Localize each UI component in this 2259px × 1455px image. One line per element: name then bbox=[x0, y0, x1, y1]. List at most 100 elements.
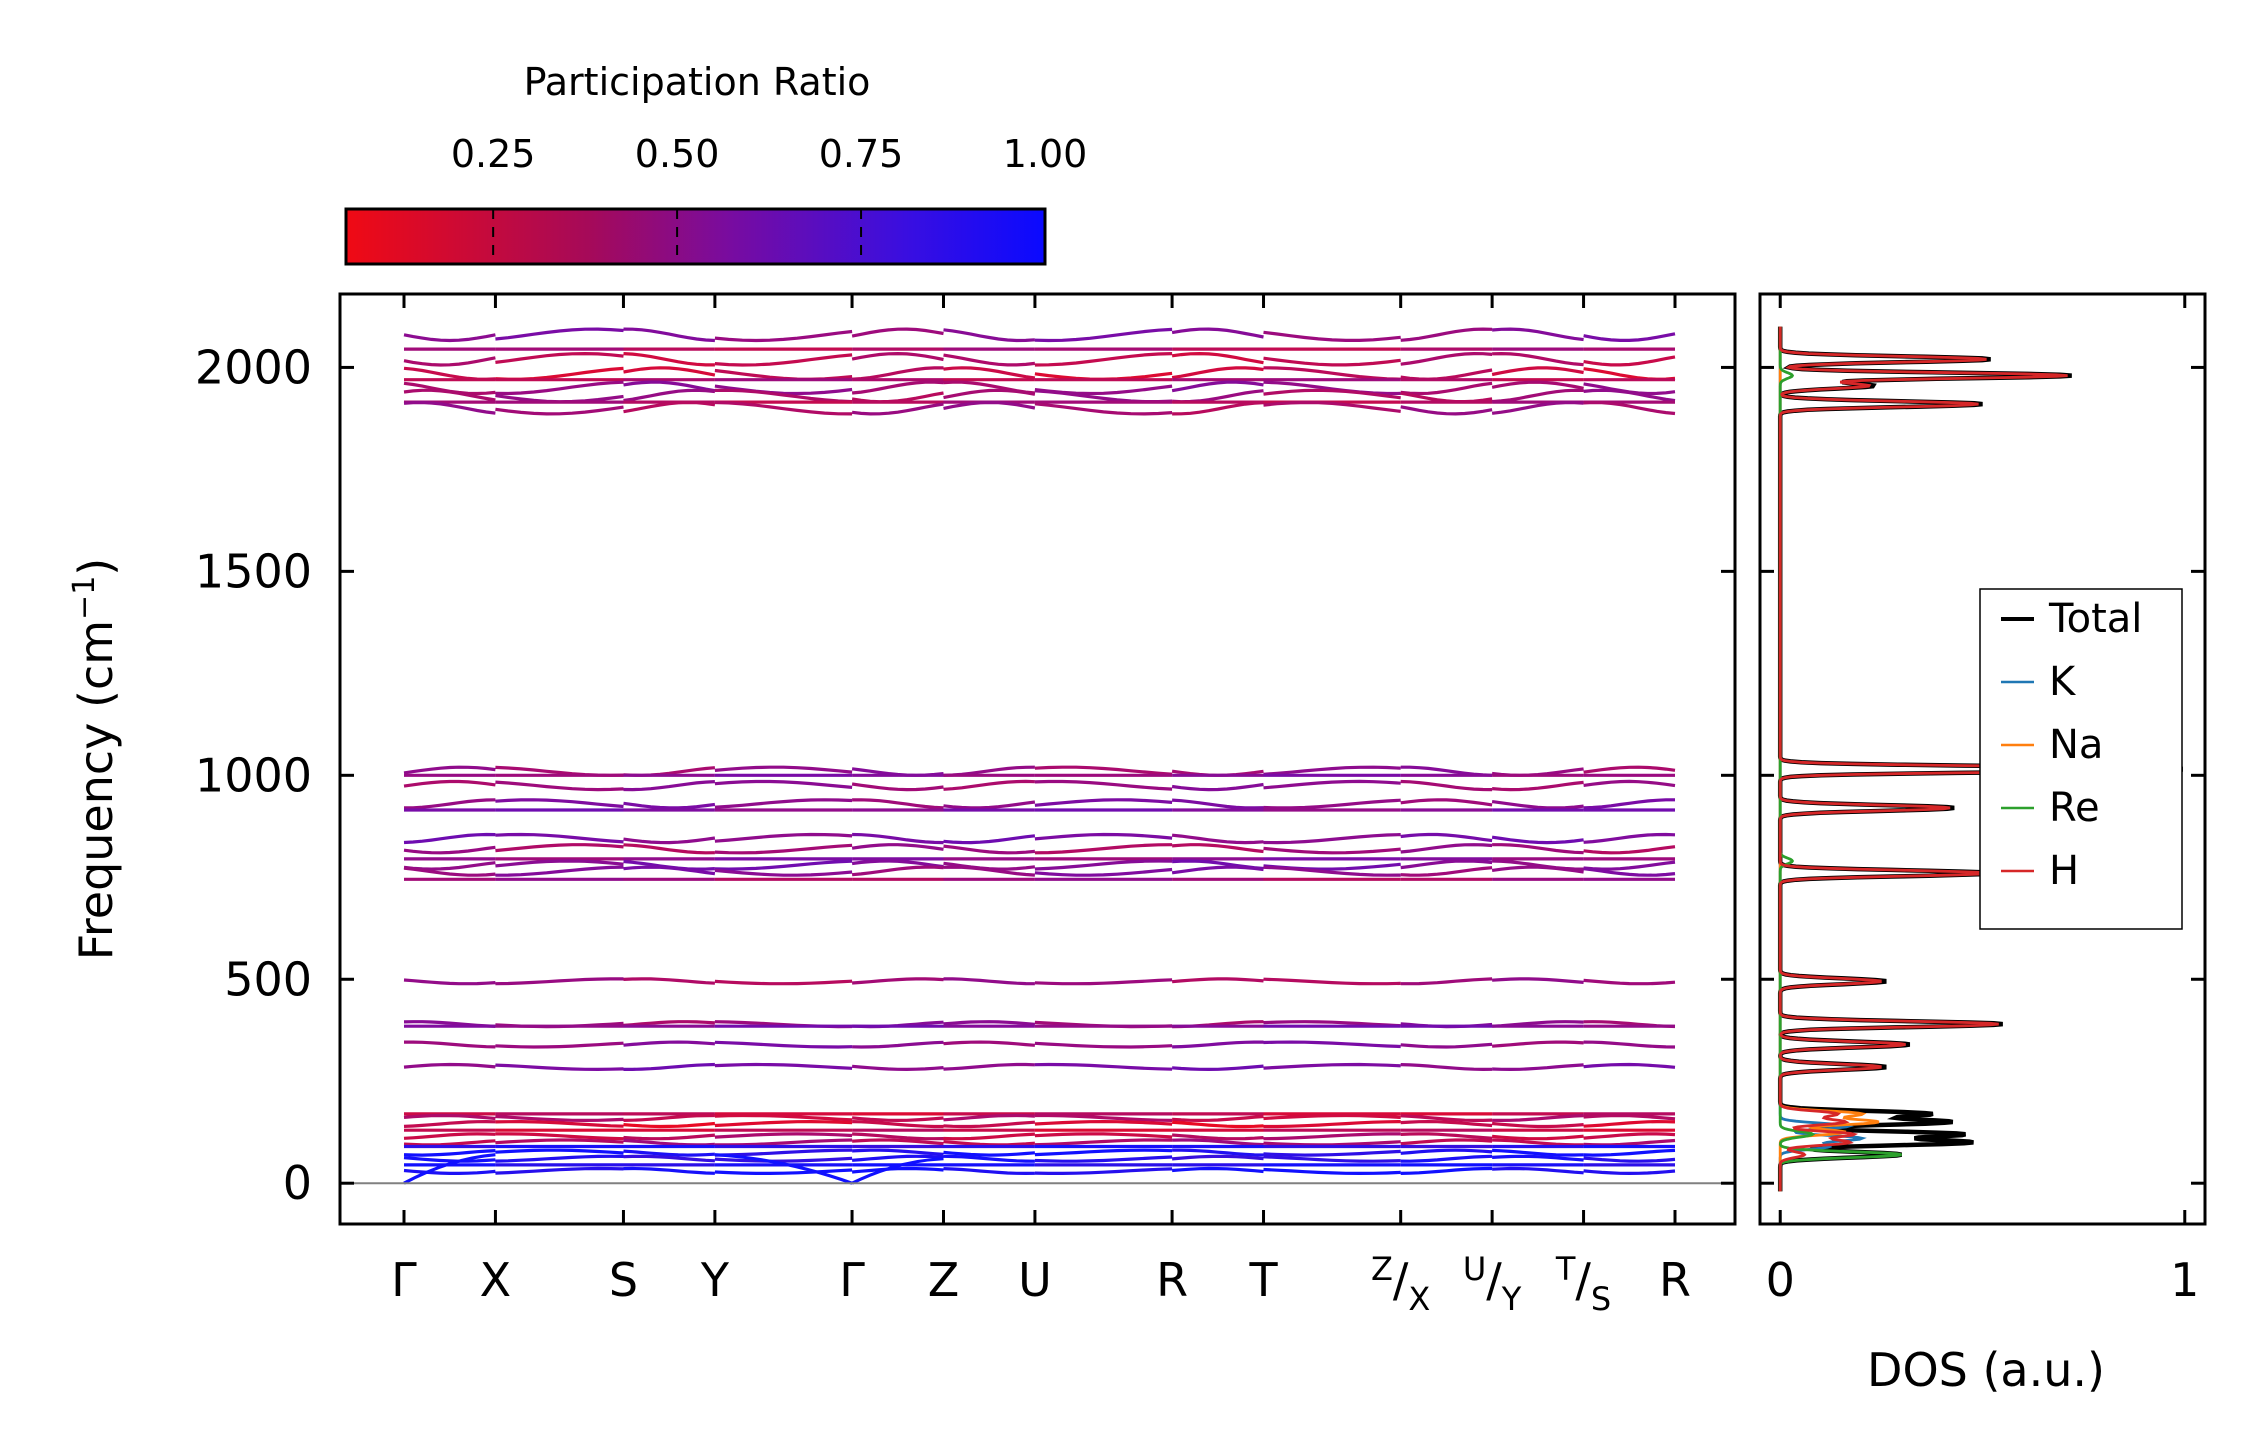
band-segment bbox=[495, 366, 624, 381]
band-segment bbox=[1400, 843, 1493, 854]
band bbox=[403, 351, 1676, 367]
kpath-tick-label: Y bbox=[700, 1253, 730, 1307]
kpath-label-main: / bbox=[1575, 1253, 1591, 1307]
band-segment bbox=[1491, 865, 1584, 874]
band bbox=[403, 977, 1676, 986]
band-segment bbox=[623, 1166, 715, 1175]
kpath-tick-label: R bbox=[1156, 1253, 1188, 1307]
band-segment bbox=[1263, 779, 1401, 790]
band bbox=[404, 1040, 1676, 1049]
band-segment bbox=[943, 1113, 1035, 1122]
band-segment bbox=[1171, 1154, 1264, 1161]
legend-frame bbox=[1979, 588, 2183, 930]
band-segment bbox=[403, 366, 496, 381]
band-segment bbox=[404, 1040, 496, 1049]
band-segment bbox=[623, 977, 715, 985]
kpath-label-sup: Z bbox=[1371, 1250, 1393, 1288]
frequency-tick-label: 500 bbox=[224, 952, 312, 1006]
band-segment bbox=[943, 1120, 1036, 1129]
band-segment bbox=[851, 351, 944, 362]
band-segment bbox=[403, 798, 496, 810]
band-segment bbox=[1263, 388, 1401, 400]
band bbox=[403, 400, 1676, 416]
band-segment bbox=[1171, 977, 1264, 984]
band-segment bbox=[1400, 368, 1493, 381]
band-segment bbox=[714, 1156, 853, 1163]
band-segment bbox=[1171, 1114, 1264, 1123]
band-segment bbox=[1034, 765, 1173, 776]
band-segment bbox=[851, 327, 944, 338]
band-segment bbox=[943, 1132, 1035, 1141]
band-segment bbox=[1034, 978, 1173, 986]
band-segment bbox=[403, 779, 496, 788]
band-segment bbox=[943, 977, 1035, 986]
band-segment bbox=[1400, 351, 1493, 366]
band-segment bbox=[852, 1120, 944, 1129]
acoustic-branch bbox=[851, 1157, 944, 1185]
band-segment bbox=[495, 1154, 624, 1163]
band-segment bbox=[714, 832, 853, 843]
band-segment bbox=[1491, 977, 1584, 984]
band-segment bbox=[1034, 779, 1173, 791]
band-segment bbox=[623, 1138, 715, 1147]
band-segment bbox=[623, 1133, 716, 1141]
band-segment bbox=[1034, 1113, 1173, 1122]
band-segment bbox=[403, 1168, 496, 1175]
band-segment bbox=[943, 834, 1036, 845]
dos-axis-label: DOS (a.u.) bbox=[1867, 1343, 2105, 1397]
band-segment bbox=[714, 388, 853, 404]
band-segment bbox=[1400, 1114, 1493, 1122]
band-segment bbox=[623, 865, 716, 876]
band-segment bbox=[1263, 977, 1401, 986]
frequency-axis-label: Frequency (cm−1) bbox=[67, 558, 123, 961]
band-segment bbox=[403, 333, 496, 343]
band-segment bbox=[1400, 798, 1493, 807]
band-segment bbox=[1034, 1062, 1173, 1071]
band-segment bbox=[495, 1041, 624, 1049]
band-segment bbox=[1400, 1042, 1493, 1049]
band-segment bbox=[852, 798, 944, 810]
band-segment bbox=[1583, 1156, 1676, 1163]
band-segment bbox=[1400, 779, 1493, 792]
band-segment bbox=[1400, 859, 1493, 870]
dos-axes-frame bbox=[1758, 292, 2207, 1226]
band-segment bbox=[851, 859, 944, 869]
band-segment bbox=[1491, 327, 1584, 342]
band bbox=[403, 327, 1676, 343]
band-segment bbox=[852, 1132, 944, 1141]
band-segment bbox=[1492, 1166, 1584, 1175]
band-segment bbox=[495, 1114, 624, 1123]
band-segment bbox=[1034, 327, 1173, 343]
band-segment bbox=[403, 1149, 496, 1157]
band-segment bbox=[495, 859, 624, 868]
frequency-tick-label: 1500 bbox=[195, 544, 312, 598]
kpath-label-sub: X bbox=[1408, 1280, 1430, 1318]
band-segment bbox=[943, 800, 1036, 810]
band-segment bbox=[1263, 846, 1401, 855]
band bbox=[403, 843, 1676, 855]
band-segment bbox=[495, 327, 624, 341]
legend-items: Total K Na Re H bbox=[2001, 596, 2142, 894]
band bbox=[403, 1113, 1676, 1123]
band-segment bbox=[1263, 366, 1401, 381]
band-segment bbox=[403, 1156, 496, 1163]
band-axes-frame bbox=[338, 292, 1737, 1226]
band-segment bbox=[851, 1064, 944, 1072]
band-segment bbox=[852, 1148, 944, 1156]
band-segment bbox=[851, 1154, 944, 1162]
band bbox=[403, 1148, 1676, 1157]
band-segment bbox=[495, 380, 624, 396]
band-segment bbox=[943, 1154, 1035, 1163]
kpath-label-main: / bbox=[1486, 1253, 1502, 1307]
legend-label-re: Re bbox=[2049, 785, 2100, 831]
colorbar-title: Participation Ratio bbox=[524, 60, 871, 104]
band-segment bbox=[1171, 843, 1264, 854]
band-segment bbox=[1263, 330, 1401, 342]
kpath-tick-label: S bbox=[609, 1253, 638, 1307]
band-segment bbox=[623, 327, 715, 343]
band-segment bbox=[714, 1119, 853, 1128]
band-segment bbox=[943, 1020, 1036, 1026]
band-segment bbox=[1491, 835, 1584, 845]
band-segment bbox=[1034, 1138, 1173, 1147]
kpath-label-sup: U bbox=[1463, 1250, 1486, 1288]
